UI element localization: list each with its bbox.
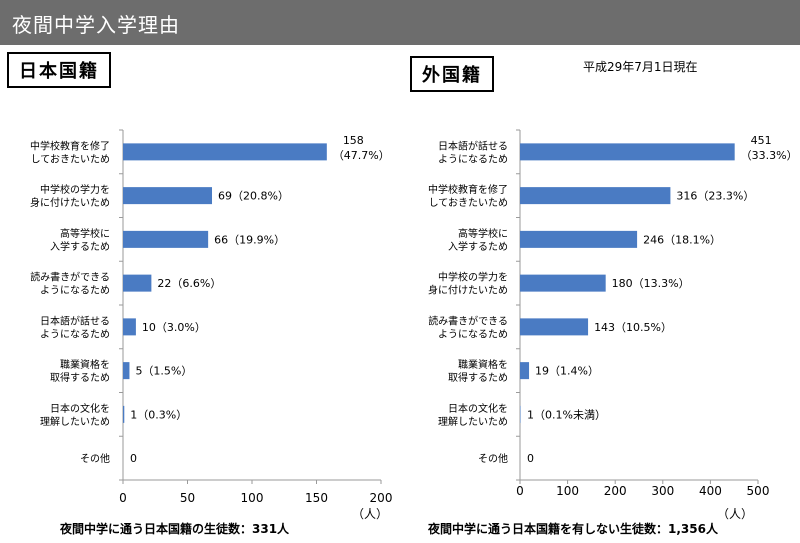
x-tick-label: 200 — [370, 491, 393, 505]
data-label: 451 — [751, 134, 772, 147]
data-label: 1（0.1%未満） — [527, 408, 606, 421]
category-label: 高等学校に — [458, 227, 508, 240]
category-label: 中学校教育を修了 — [428, 183, 508, 196]
data-label: 143（10.5%） — [594, 321, 672, 334]
category-label: 高等学校に — [60, 227, 110, 240]
bar — [123, 405, 125, 423]
x-tick-label: 0 — [119, 491, 127, 505]
bar — [520, 143, 735, 161]
bar — [123, 274, 152, 292]
x-unit-label: （人） — [352, 507, 388, 521]
page-title: 夜間中学入学理由 — [12, 13, 180, 37]
category-label: ようになるため — [438, 328, 508, 340]
left-footer: 夜間中学に通う日本国籍の生徒数：331人 — [60, 522, 290, 536]
category-label: ようになるため — [40, 285, 110, 297]
x-tick-label: 100 — [241, 491, 264, 505]
data-label: 158 — [343, 134, 364, 147]
bar — [123, 143, 327, 161]
bar — [520, 230, 638, 248]
data-label-percent: （33.3%） — [741, 149, 798, 162]
x-tick-label: 300 — [651, 484, 674, 498]
data-label: 5（1.5%） — [135, 365, 192, 378]
data-label: 246（18.1%） — [643, 233, 721, 246]
category-label: 中学校教育を修了 — [30, 139, 110, 152]
date-note: 平成29年7月1日現在 — [583, 60, 698, 74]
category-label: 取得するため — [448, 372, 508, 384]
header-bar: 夜間中学入学理由 — [0, 0, 800, 45]
bar — [123, 187, 213, 205]
category-label: しておきたいため — [31, 153, 110, 165]
category-label: 中学校の学力を — [40, 183, 110, 196]
right-chart-title: 外国籍 — [410, 56, 494, 92]
category-label: 入学するため — [448, 240, 508, 253]
category-label: 身に付けたいため — [428, 284, 508, 297]
x-unit-label: （人） — [717, 507, 753, 521]
bar — [520, 187, 671, 205]
bar — [123, 230, 209, 248]
category-label: その他 — [80, 452, 110, 465]
category-label: しておきたいため — [429, 197, 508, 209]
category-label: ようになるため — [40, 328, 110, 340]
category-label: 日本語が話せる — [438, 139, 508, 152]
data-label: 0 — [527, 452, 534, 465]
data-label: 1（0.3%） — [130, 408, 187, 421]
category-label: 中学校の学力を — [438, 271, 508, 284]
category-label: 理解したいため — [438, 415, 508, 428]
bar — [520, 274, 606, 292]
category-label: その他 — [478, 452, 508, 465]
x-tick-label: 150 — [305, 491, 328, 505]
data-label: 316（23.3%） — [676, 190, 754, 203]
category-label: 職業資格を — [458, 358, 508, 371]
bar — [520, 318, 589, 336]
data-label: 10（3.0%） — [142, 321, 206, 334]
category-label: 取得するため — [50, 372, 110, 384]
right-footer: 夜間中学に通う日本国籍を有しない生徒数：1,356人 — [428, 522, 718, 536]
x-tick-label: 0 — [516, 484, 524, 498]
x-tick-label: 50 — [180, 491, 195, 505]
bar — [123, 318, 136, 336]
category-label: 読み書きができる — [30, 271, 110, 284]
x-tick-label: 500 — [747, 484, 770, 498]
category-label: 日本の文化を — [50, 402, 110, 415]
category-label: 日本語が話せる — [40, 314, 110, 327]
category-label: 理解したいため — [40, 415, 110, 428]
x-tick-label: 200 — [604, 484, 627, 498]
data-label: 66（19.9%） — [214, 233, 285, 246]
data-label: 0 — [130, 452, 137, 465]
data-label: 19（1.4%） — [535, 365, 599, 378]
data-label: 180（13.3%） — [612, 277, 690, 290]
category-label: 身に付けたいため — [30, 196, 110, 209]
x-tick-label: 100 — [556, 484, 579, 498]
category-label: 入学するため — [50, 240, 110, 253]
left-chart-title: 日本国籍 — [7, 52, 111, 88]
data-label: 69（20.8%） — [218, 190, 289, 203]
bar — [123, 362, 130, 380]
category-label: 読み書きができる — [428, 314, 508, 327]
category-label: ようになるため — [438, 153, 508, 165]
data-label: 22（6.6%） — [157, 277, 221, 290]
category-label: 日本の文化を — [448, 402, 508, 415]
data-label-percent: （47.7%） — [333, 149, 390, 162]
bar — [520, 362, 530, 380]
category-label: 職業資格を — [60, 358, 110, 371]
x-tick-label: 400 — [699, 484, 722, 498]
